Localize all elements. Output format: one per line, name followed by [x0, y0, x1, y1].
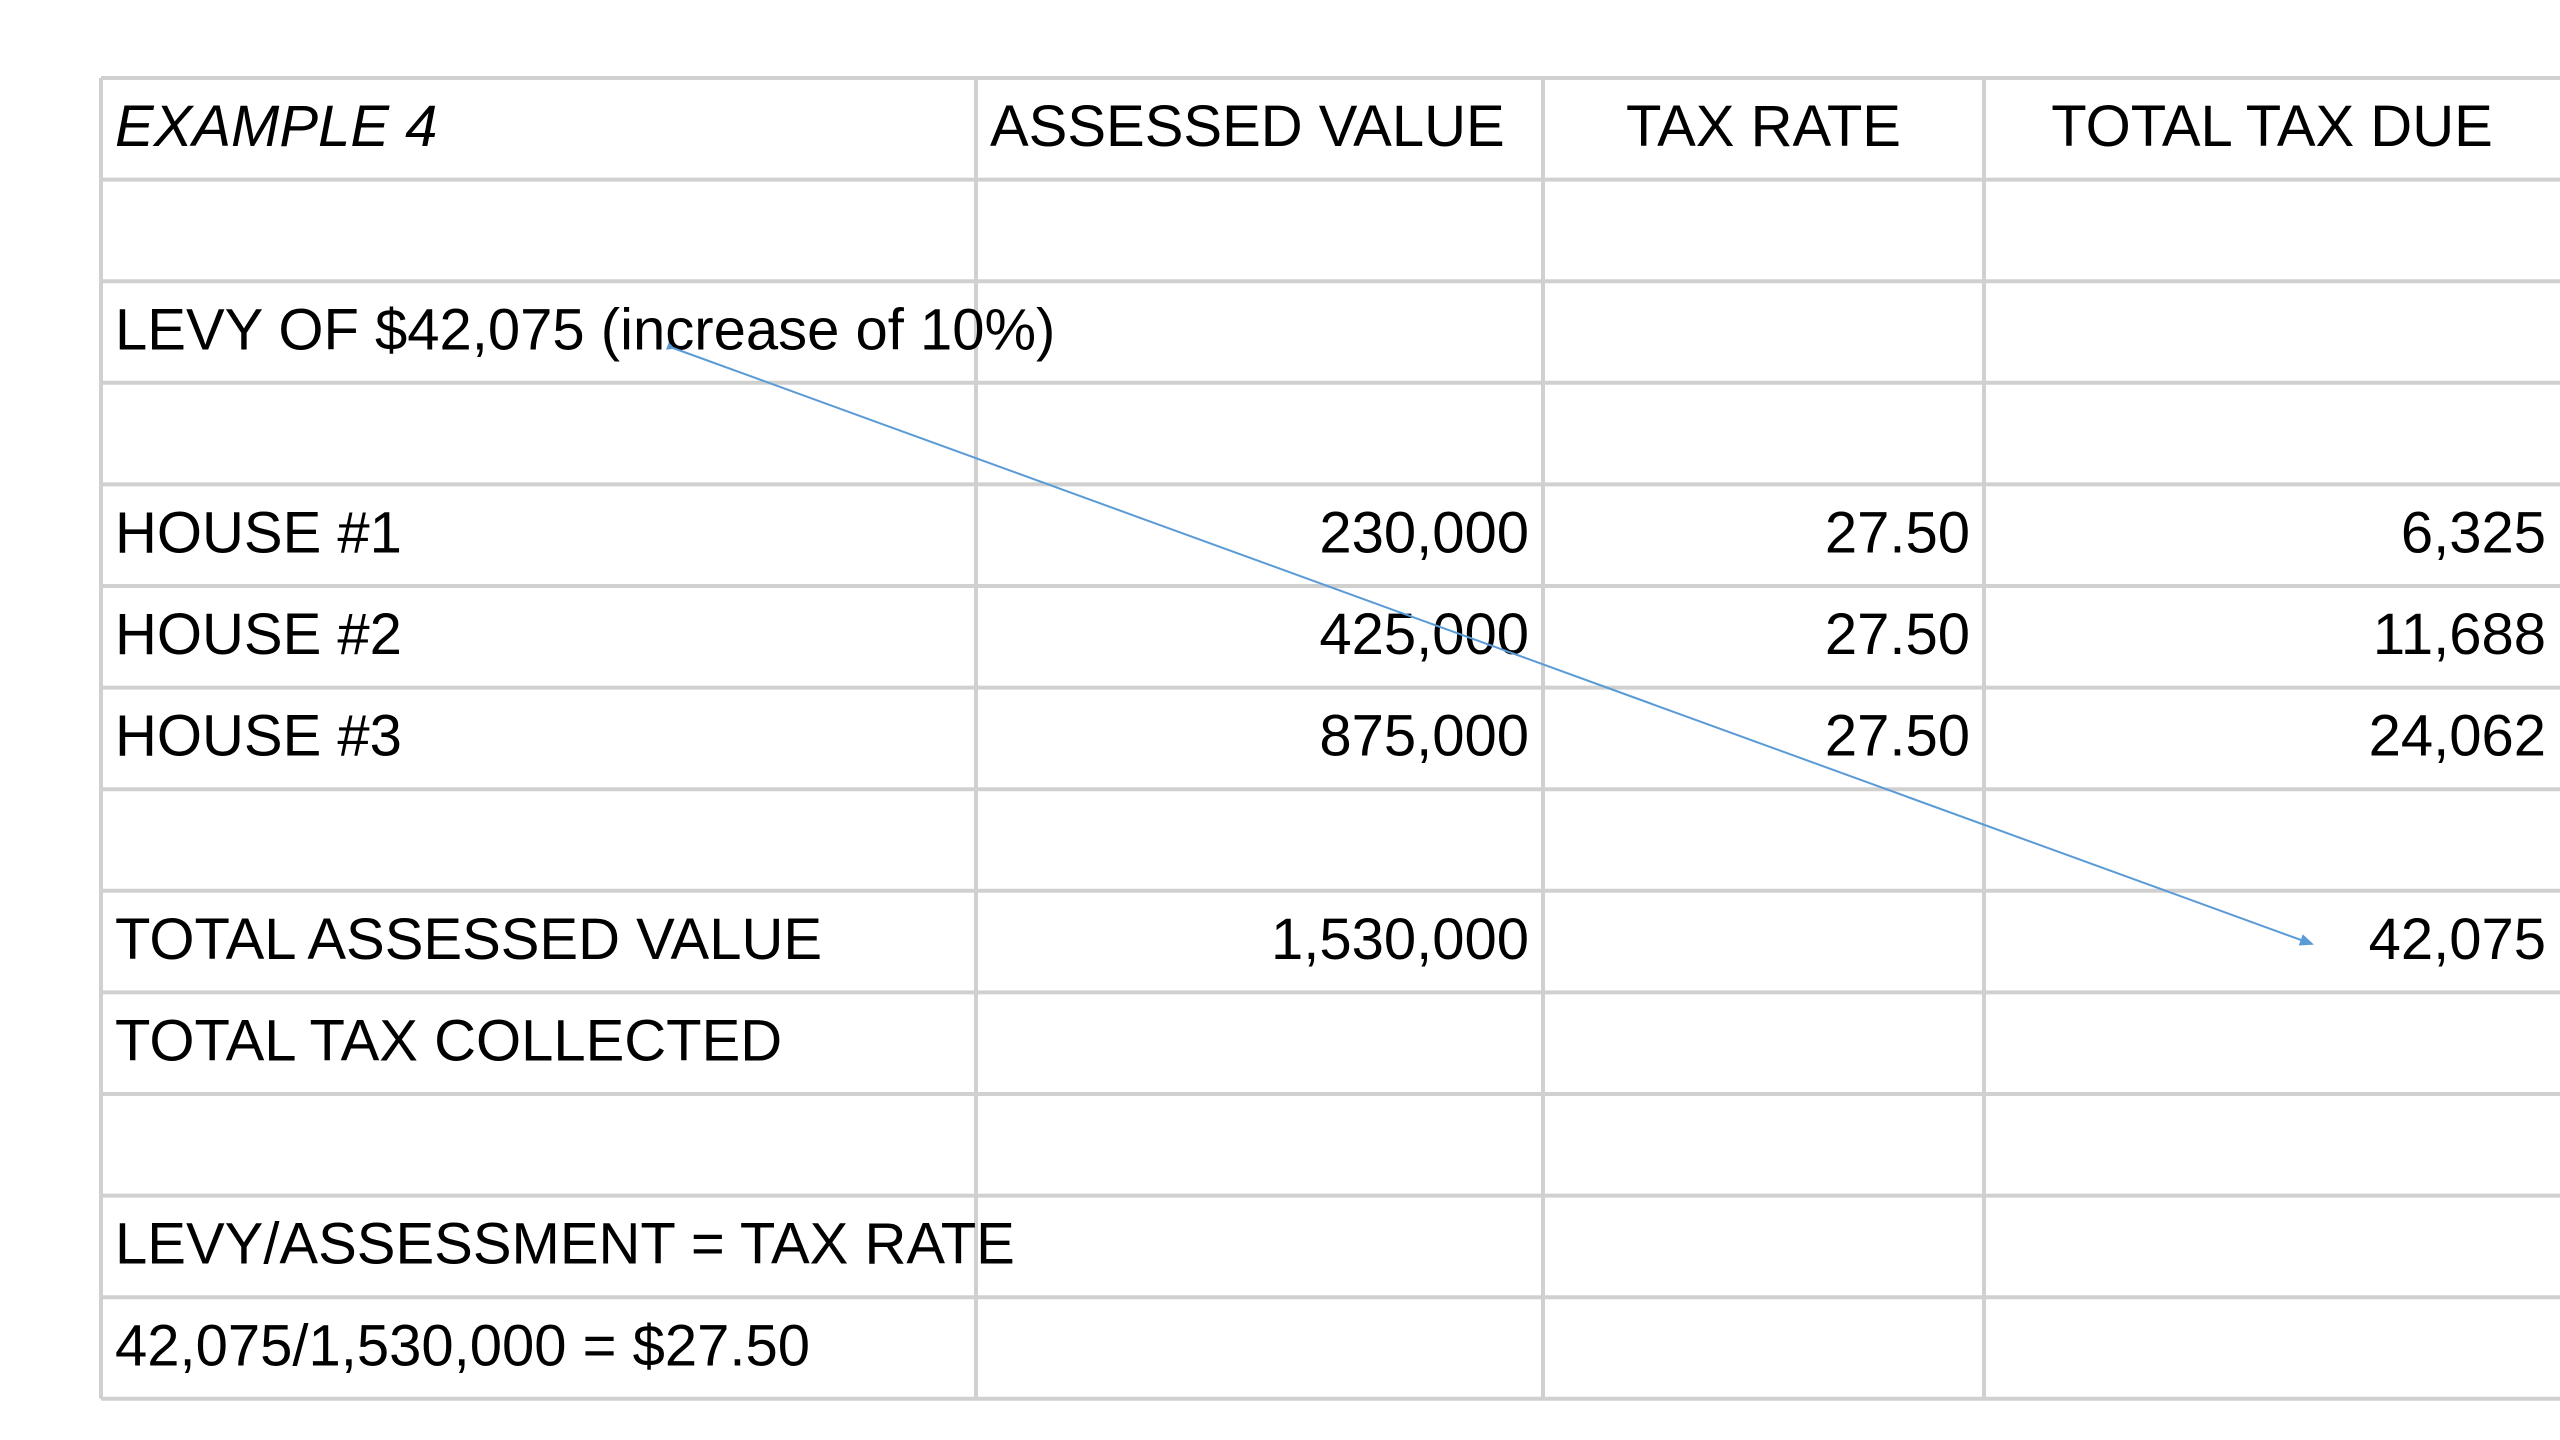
cell-text: 1,530,000 [1271, 907, 1529, 972]
header-text: EXAMPLE 4 [115, 94, 437, 159]
cell-text: 42,075 [2369, 907, 2546, 972]
cell-text: HOUSE #1 [115, 501, 402, 566]
cell-text: TOTAL TAX COLLECTED [115, 1009, 782, 1074]
cell-text: 230,000 [1319, 501, 1529, 566]
cell-text: 875,000 [1319, 704, 1529, 769]
cell-text: 27.50 [1825, 704, 1970, 769]
cell-text: LEVY/ASSESSMENT = TAX RATE [115, 1212, 1015, 1277]
header-text: TAX RATE [1626, 94, 1901, 159]
trace-arrow [665, 342, 2314, 946]
header-text: TOTAL TAX DUE [2051, 94, 2493, 159]
cell-text: HOUSE #2 [115, 602, 402, 667]
cell-text: 11,688 [2373, 602, 2546, 667]
cell-text: LEVY OF $42,075 (increase of 10%) [115, 297, 1055, 362]
cell-text: HOUSE #3 [115, 704, 402, 769]
cell-text: 24,062 [2369, 704, 2546, 769]
cell-text: 27.50 [1825, 501, 1970, 566]
header-text: ASSESSED VALUE [990, 94, 1505, 159]
cell-text: 6,325 [2401, 501, 2546, 566]
cell-text: 42,075/1,530,000 = $27.50 [115, 1313, 810, 1378]
cell-text: 27.50 [1825, 602, 1970, 667]
cell-text: TOTAL ASSESSED VALUE [115, 907, 822, 972]
cells: EXAMPLE 4 ASSESSED VALUE TAX RATE TOTAL TAX… [115, 94, 2546, 1378]
cell-text: 425,000 [1319, 602, 1529, 667]
